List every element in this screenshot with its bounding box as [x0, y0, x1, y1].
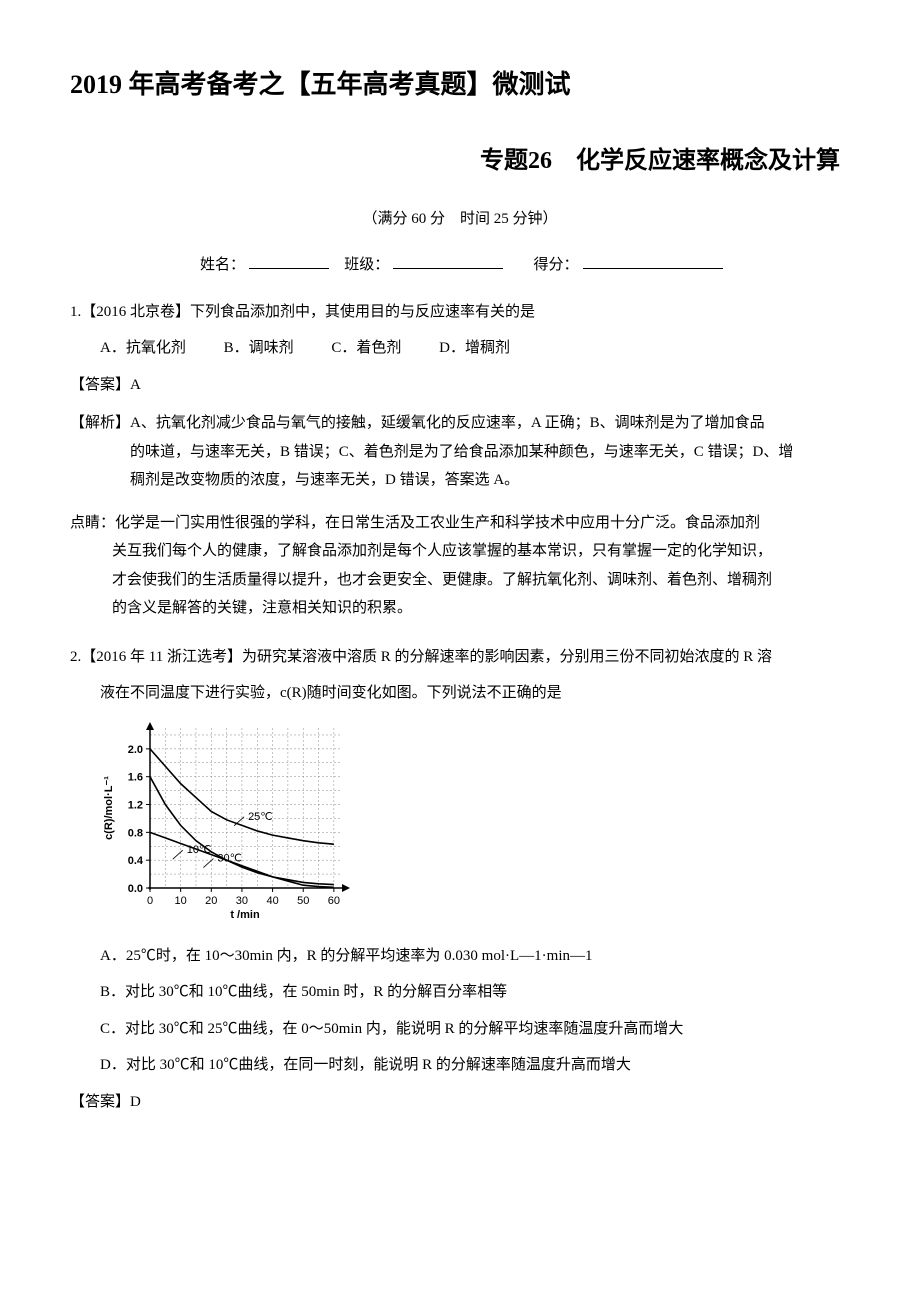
student-info-line: 姓名： 班级： 得分： [70, 251, 850, 280]
q1-optA: A．抗氧化剂 [100, 340, 186, 356]
meta-info: （满分 60 分 时间 25 分钟） [70, 205, 850, 234]
class-blank [393, 253, 503, 269]
q1-answer: 【答案】A [70, 371, 850, 400]
score-label: 得分： [534, 257, 579, 273]
q1-hint-line4: 的含义是解答的关键，注意相关知识的积累。 [70, 594, 850, 623]
svg-text:1.6: 1.6 [128, 772, 143, 784]
sub-title: 专题26 化学反应速率概念及计算 [70, 139, 850, 185]
svg-text:c(R)/mol·L⁻¹: c(R)/mol·L⁻¹ [103, 776, 115, 840]
svg-text:t /min: t /min [230, 909, 260, 921]
svg-text:25℃: 25℃ [248, 811, 273, 823]
q2-optC: C．对比 30℃和 25℃曲线，在 0～50min 内，能说明 R 的分解平均速… [100, 1015, 850, 1044]
svg-text:1.2: 1.2 [128, 800, 143, 812]
name-label: 姓名： [200, 257, 245, 273]
svg-text:20: 20 [205, 895, 217, 907]
name-blank [249, 253, 329, 269]
q1-optB: B．调味剂 [224, 340, 294, 356]
svg-text:0.4: 0.4 [128, 855, 144, 867]
q2-chart: 0 10 20 30 40 50 60 0.0 0.4 0.8 1.2 1.6 2.0 c(R)/mol·… [100, 716, 850, 926]
q1-optD: D．增稠剂 [439, 340, 510, 356]
q1-analysis-line3: 稠剂是改变物质的浓度，与速率无关，D 错误，答案选 A。 [70, 466, 850, 495]
q2-stem-line2: 液在不同温度下进行实验，c(R)随时间变化如图。下列说法不正确的是 [70, 679, 850, 708]
q2-optB: B．对比 30℃和 10℃曲线，在 50min 时，R 的分解百分率相等 [100, 978, 850, 1007]
q1-hint: 点睛：化学是一门实用性很强的学科，在日常生活及工农业生产和科学技术中应用十分广泛… [70, 509, 850, 623]
q2-optD: D．对比 30℃和 10℃曲线，在同一时刻，能说明 R 的分解速率随温度升高而增… [100, 1051, 850, 1080]
q2-stem-line1: 2.【2016 年 11 浙江选考】为研究某溶液中溶质 R 的分解速率的影响因素… [70, 643, 850, 672]
svg-text:10℃: 10℃ [187, 844, 212, 856]
q1-analysis-line1: 【解析】A、抗氧化剂减少食品与氧气的接触，延缓氧化的反应速率，A 正确；B、调味… [70, 409, 850, 438]
svg-text:50: 50 [297, 895, 309, 907]
svg-text:0.0: 0.0 [128, 883, 143, 895]
score-blank [583, 253, 723, 269]
q2-options: A．25℃时，在 10～30min 内，R 的分解平均速率为 0.030 mol… [70, 942, 850, 1080]
svg-text:60: 60 [328, 895, 340, 907]
q1-options: A．抗氧化剂 B．调味剂 C．着色剂 D．增稠剂 [70, 334, 850, 363]
svg-text:2.0: 2.0 [128, 744, 143, 756]
q1-stem: 1.【2016 北京卷】下列食品添加剂中，其使用目的与反应速率有关的是 [70, 298, 850, 327]
q2-answer: 【答案】D [70, 1088, 850, 1117]
q2-optA: A．25℃时，在 10～30min 内，R 的分解平均速率为 0.030 mol… [100, 942, 850, 971]
svg-text:30: 30 [236, 895, 248, 907]
q1-optC: C．着色剂 [331, 340, 401, 356]
q1-hint-line2: 关互我们每个人的健康，了解食品添加剂是每个人应该掌握的基本常识，只有掌握一定的化… [70, 537, 850, 566]
q1-hint-line1: 点睛：化学是一门实用性很强的学科，在日常生活及工农业生产和科学技术中应用十分广泛… [70, 509, 850, 538]
svg-text:0.8: 0.8 [128, 827, 143, 839]
q1-analysis-line2: 的味道，与速率无关，B 错误；C、着色剂是为了给食品添加某种颜色，与速率无关，C… [70, 438, 850, 467]
q1-analysis: 【解析】A、抗氧化剂减少食品与氧气的接触，延缓氧化的反应速率，A 正确；B、调味… [70, 409, 850, 495]
chart-svg: 0 10 20 30 40 50 60 0.0 0.4 0.8 1.2 1.6 2.0 c(R)/mol·… [100, 716, 360, 926]
class-label: 班级： [344, 257, 389, 273]
svg-text:0: 0 [147, 895, 153, 907]
svg-text:10: 10 [175, 895, 187, 907]
main-title: 2019 年高考备考之【五年高考真题】微测试 [70, 60, 850, 109]
svg-text:40: 40 [266, 895, 278, 907]
q1-hint-line3: 才会使我们的生活质量得以提升，也才会更安全、更健康。了解抗氧化剂、调味剂、着色剂… [70, 566, 850, 595]
